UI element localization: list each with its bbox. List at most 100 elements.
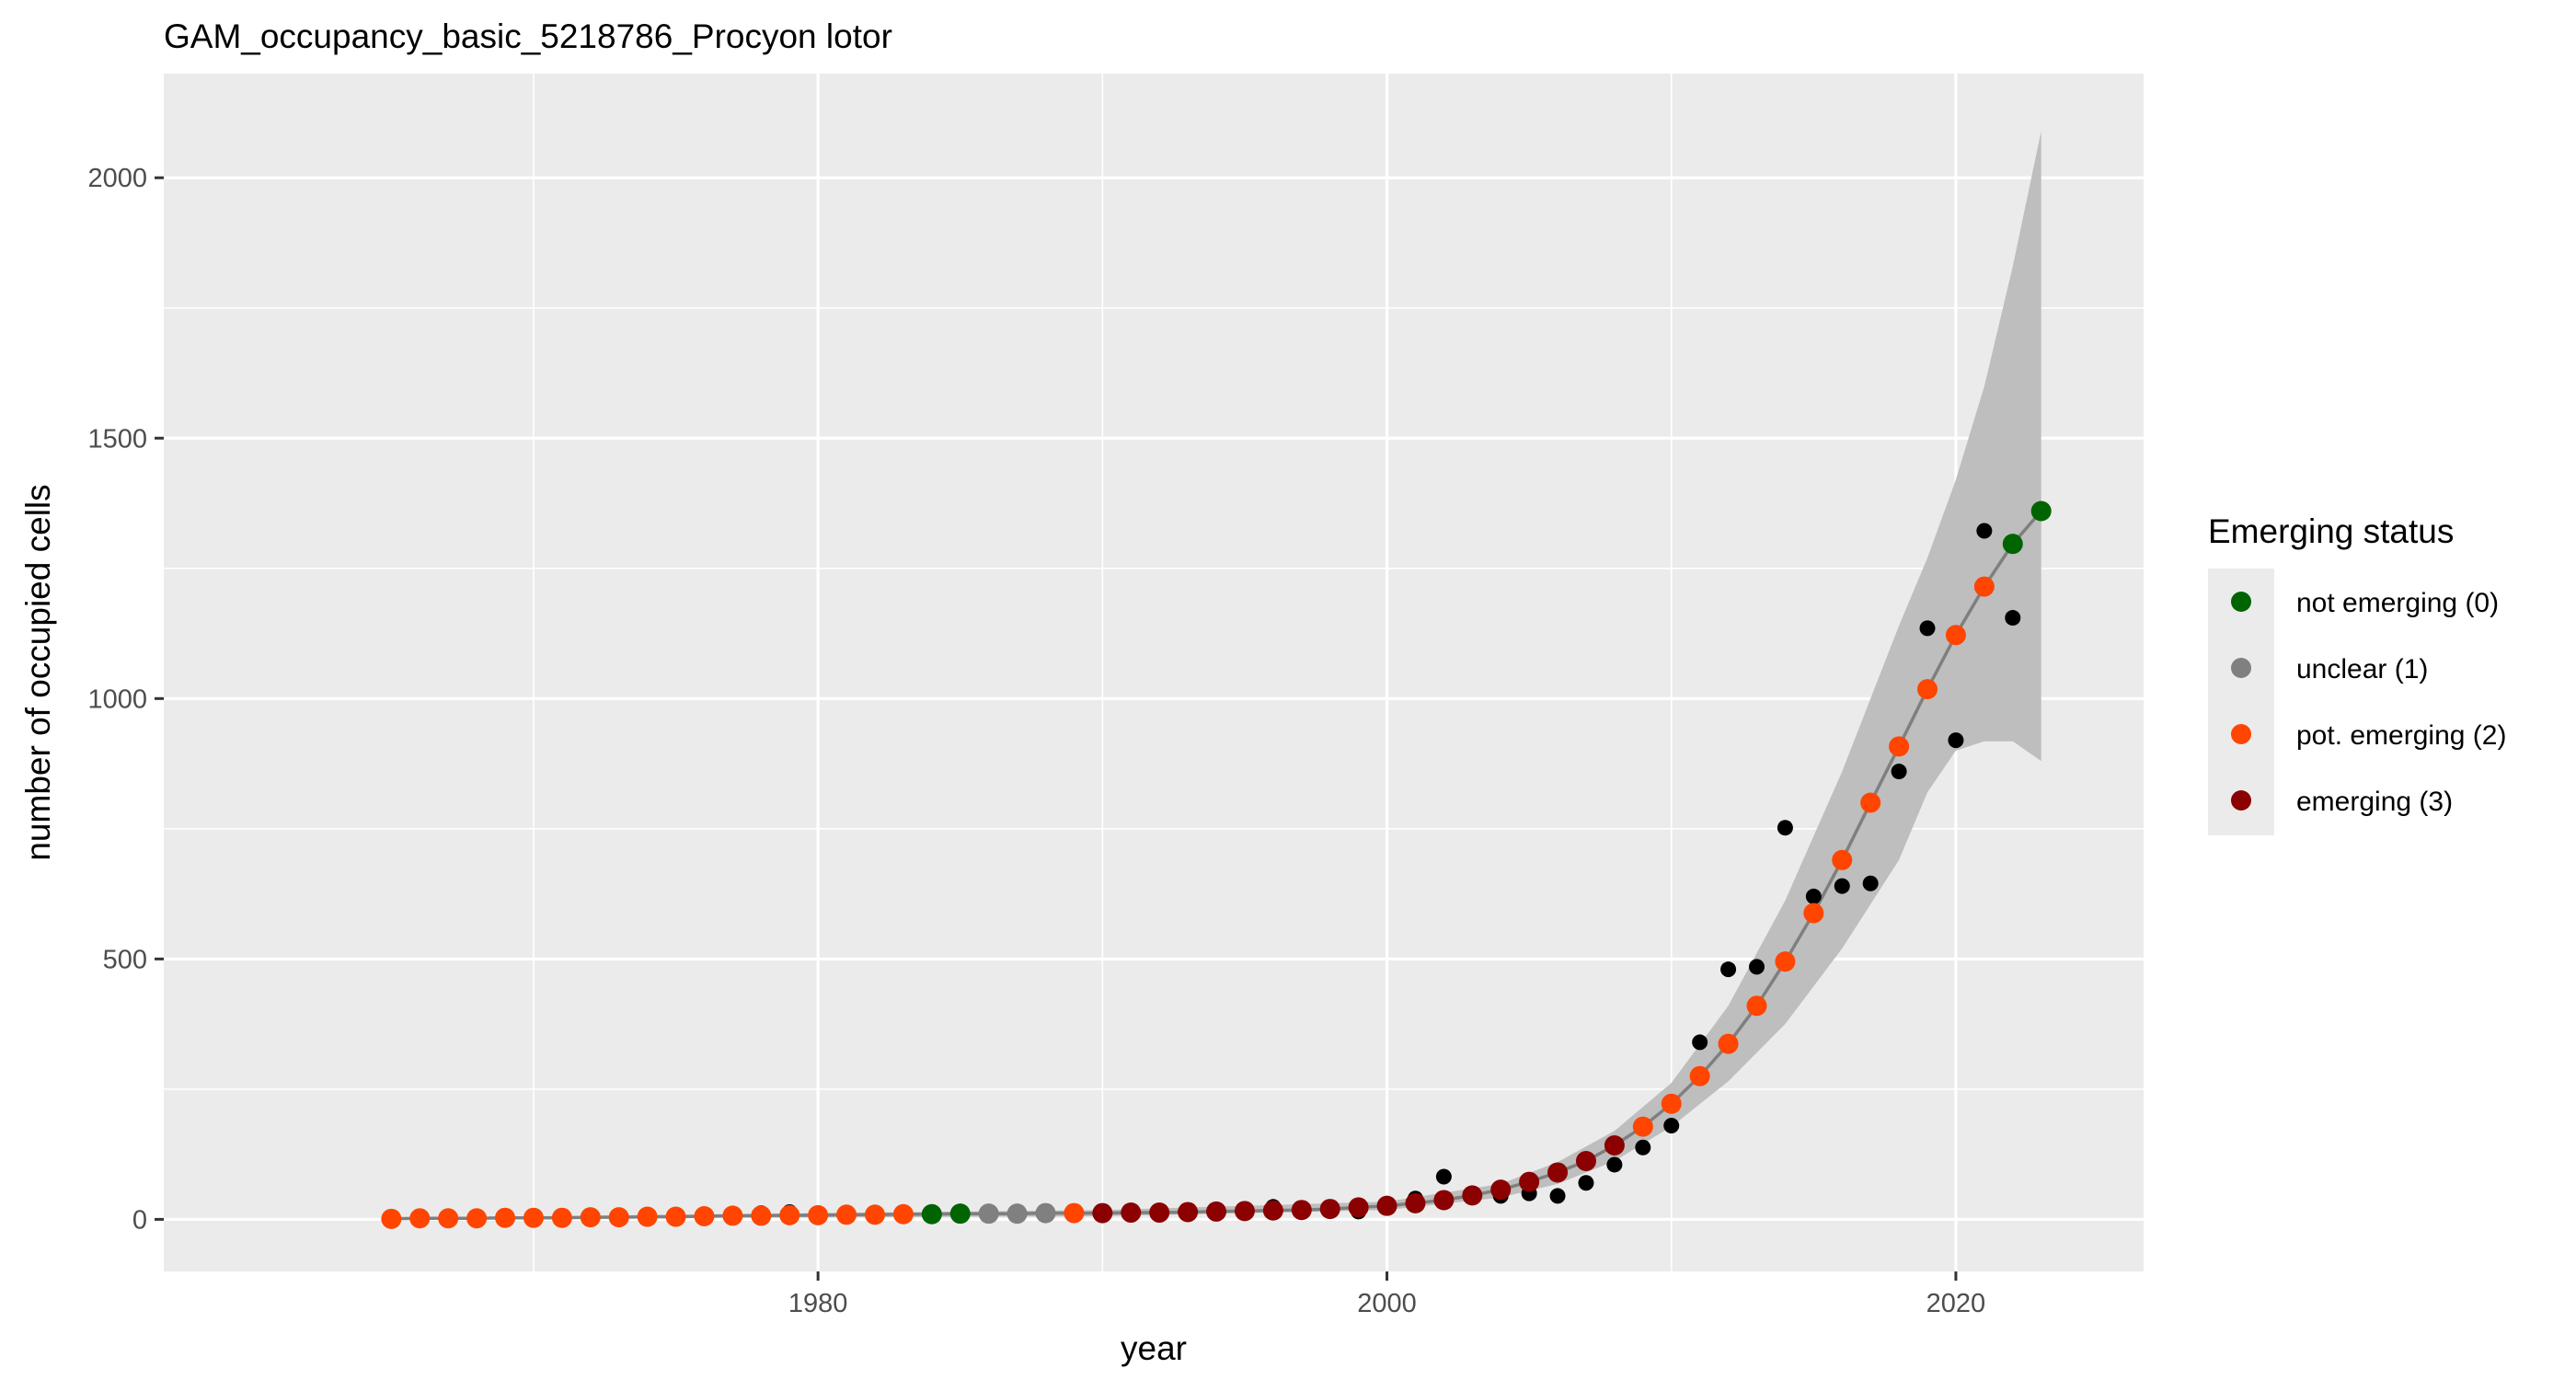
fitted-point — [495, 1207, 516, 1228]
fitted-point — [1462, 1185, 1483, 1206]
observed-point — [1805, 888, 1822, 904]
fitted-point — [1575, 1150, 1596, 1171]
fitted-point — [438, 1208, 459, 1229]
fitted-point — [1064, 1202, 1085, 1224]
observed-point — [1891, 764, 1907, 780]
legend-title: Emerging status — [2208, 512, 2454, 550]
fitted-point — [1319, 1199, 1340, 1220]
fitted-point — [1632, 1116, 1653, 1137]
fitted-point — [1860, 792, 1881, 813]
y-tick-label: 500 — [103, 945, 147, 974]
x-axis-title: year — [1121, 1329, 1187, 1367]
fitted-point — [836, 1204, 857, 1225]
fitted-point — [1006, 1203, 1028, 1225]
observed-point — [2005, 610, 2021, 627]
observed-point — [1692, 1034, 1708, 1051]
fitted-point — [1348, 1197, 1369, 1218]
y-tick-label: 1500 — [87, 424, 147, 454]
x-tick-label: 2020 — [1926, 1289, 1986, 1318]
legend-label: emerging (3) — [2296, 787, 2453, 817]
legend-label: pot. emerging (2) — [2296, 720, 2506, 751]
fitted-point — [1035, 1202, 1056, 1224]
fitted-point — [608, 1207, 629, 1228]
observed-point — [1976, 523, 1993, 539]
fitted-point — [722, 1205, 743, 1226]
fitted-point — [551, 1207, 572, 1228]
fitted-point — [921, 1203, 942, 1225]
fitted-points — [381, 500, 2052, 1229]
y-axis: 0 500 1000 1500 2000 — [87, 164, 164, 1235]
observed-point — [1919, 620, 1936, 637]
fitted-point — [808, 1204, 829, 1225]
fitted-point — [523, 1207, 544, 1228]
observed-point — [1834, 878, 1850, 894]
plot-panel — [164, 74, 2144, 1271]
fitted-point — [1376, 1195, 1397, 1216]
fitted-point — [1803, 903, 1824, 924]
fitted-point — [1689, 1065, 1710, 1087]
fitted-point — [1433, 1190, 1455, 1211]
fitted-point — [1121, 1202, 1142, 1224]
fitted-point — [949, 1203, 971, 1225]
fitted-point — [1832, 849, 1853, 870]
fitted-point — [2002, 534, 2023, 555]
observed-point — [1948, 732, 1964, 749]
x-axis: 1980 2000 2020 — [788, 1271, 1985, 1318]
fitted-point — [1206, 1201, 1227, 1222]
observed-point — [1435, 1168, 1452, 1185]
fitted-point — [1661, 1093, 1682, 1114]
observed-point — [1549, 1188, 1566, 1204]
observed-point — [1606, 1156, 1623, 1173]
legend-label: not emerging (0) — [2296, 588, 2499, 618]
fitted-point — [1178, 1202, 1199, 1223]
fitted-point — [751, 1205, 772, 1226]
fitted-point — [1775, 951, 1796, 972]
fitted-point — [1746, 995, 1767, 1017]
fitted-point — [1945, 625, 1966, 646]
fitted-point — [665, 1206, 686, 1227]
fitted-point — [864, 1204, 885, 1225]
legend-key — [2231, 592, 2251, 612]
fitted-point — [1519, 1171, 1540, 1192]
fitted-point — [1889, 736, 1910, 757]
fitted-point — [2030, 500, 2052, 522]
legend-label: unclear (1) — [2296, 654, 2428, 684]
legend: Emerging status not emerging (0) unclear … — [2208, 512, 2506, 835]
fitted-point — [466, 1208, 488, 1229]
fitted-point — [892, 1203, 914, 1225]
fitted-point — [1262, 1200, 1283, 1221]
x-tick-label: 2000 — [1357, 1289, 1417, 1318]
chart-title: GAM_occupancy_basic_5218786_Procyon loto… — [164, 17, 892, 55]
legend-key — [2231, 790, 2251, 811]
observed-point — [1862, 875, 1879, 891]
grid-minor — [164, 74, 2144, 1271]
fitted-point — [381, 1208, 402, 1229]
fitted-point — [1917, 679, 1938, 700]
legend-items: not emerging (0) unclear (1) pot. emerging… — [2231, 588, 2506, 817]
fitted-point — [1973, 576, 1995, 597]
observed-point — [1635, 1139, 1651, 1156]
fitted-point — [1092, 1202, 1113, 1224]
fitted-point — [1149, 1202, 1170, 1224]
observed-point — [1777, 820, 1793, 836]
fitted-point — [1291, 1200, 1312, 1221]
x-tick-label: 1980 — [788, 1289, 848, 1318]
observed-point — [1720, 961, 1737, 978]
observed-point — [1748, 959, 1765, 975]
fitted-point — [580, 1207, 601, 1228]
fitted-point — [637, 1206, 658, 1227]
legend-key — [2231, 658, 2251, 678]
observed-point — [1578, 1175, 1594, 1191]
legend-key — [2231, 724, 2251, 744]
y-tick-label: 1000 — [87, 684, 147, 714]
y-tick-label: 2000 — [87, 164, 147, 193]
fitted-point — [694, 1205, 715, 1226]
fitted-point — [1490, 1179, 1512, 1201]
fitted-point — [978, 1203, 999, 1225]
fitted-point — [1405, 1192, 1426, 1213]
fitted-point — [409, 1208, 431, 1229]
fitted-point — [779, 1204, 800, 1225]
fitted-point — [1234, 1201, 1255, 1222]
